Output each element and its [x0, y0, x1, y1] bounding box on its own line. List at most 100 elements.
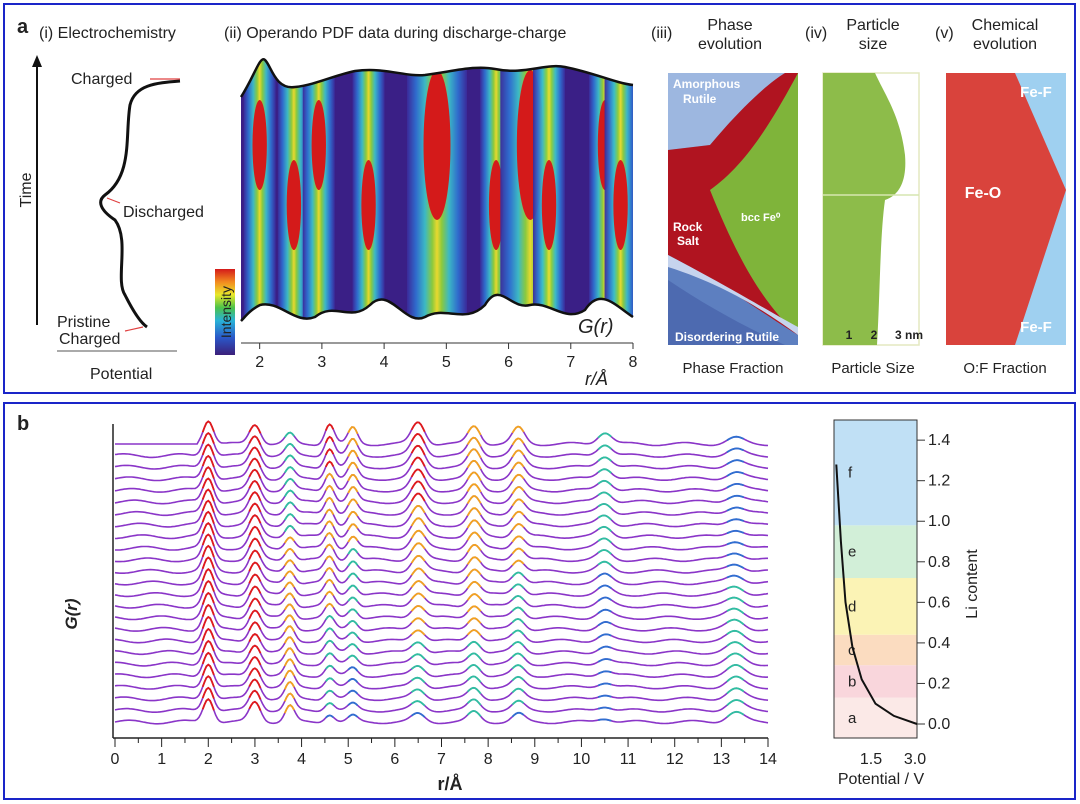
pdf-peak-cap — [511, 498, 525, 507]
pdf-peak-cap — [201, 431, 215, 444]
particle-tick-2: 2 — [871, 328, 878, 342]
pdf-peak-cap — [466, 698, 482, 706]
li-tick-label: 1.4 — [928, 432, 950, 449]
pdf-peak-cap — [726, 699, 745, 706]
pdf-curve — [114, 686, 769, 713]
pdf-peak-cap — [726, 652, 745, 659]
pdf-curve — [114, 499, 769, 528]
pdf-peak-cap — [248, 700, 262, 711]
pdf-peak-cap — [201, 615, 215, 629]
pdf-peak-cap — [347, 666, 359, 672]
pdf-peak-cap — [597, 537, 612, 544]
discharged-pointer — [106, 197, 121, 204]
pdf-peak-cap — [347, 572, 359, 579]
pdf-peak-cap — [726, 435, 745, 442]
phase-label-disordering: Disordering Rutile — [675, 330, 779, 344]
pdf-peak-cap — [325, 652, 334, 658]
pdf-peak-cap — [201, 591, 215, 605]
pdf-curve — [114, 603, 769, 632]
pdf-peak-cap — [248, 621, 262, 631]
chemical-fraction-plot — [946, 73, 1066, 345]
pdf-peak-cap — [248, 655, 262, 666]
pdf-peak-cap — [248, 479, 262, 491]
phase-caption: Phase Fraction — [683, 360, 784, 377]
pdf-curve — [114, 663, 768, 690]
pdf-peak-cap — [325, 602, 335, 608]
pdf-peak-cap — [325, 614, 334, 621]
pdf-peak-cap — [347, 510, 359, 519]
phase-label-rock: Rock — [673, 220, 703, 234]
pdf-peak-cap — [726, 541, 745, 546]
time-arrow-icon — [32, 55, 42, 67]
pdf-peak-cap — [284, 581, 295, 589]
pdf-peak-cap — [466, 483, 482, 493]
electrochem-title: (i) Electrochemistry — [39, 25, 176, 42]
pdf-peak-cap — [726, 552, 745, 558]
r-tick-label: 11 — [620, 751, 637, 768]
pdf-tick-label: 2 — [255, 354, 264, 371]
pdf-peak-cap — [284, 647, 295, 655]
particle-caption: Particle Size — [831, 360, 914, 377]
pdf-peak-cap — [410, 554, 426, 564]
r-tick-label: 14 — [759, 751, 777, 768]
pdf-peak-cap — [410, 504, 426, 514]
pdf-peak-cap — [248, 597, 262, 608]
pdf-peak-cap — [511, 571, 525, 578]
pdf-peak-cap — [726, 494, 744, 501]
pdf-peak-cap — [511, 547, 525, 555]
li-frame — [833, 419, 918, 739]
pdf-peak-cap — [201, 443, 215, 456]
pdf-peak-cap — [325, 578, 335, 585]
pdf-peak-cap — [347, 701, 359, 706]
r-tick-label: 10 — [573, 751, 591, 768]
pdf-peak-cap — [726, 506, 744, 512]
pdf-peak-cap — [726, 675, 745, 683]
panel-a-figure: a (i) Electrochemistry Time Charged Disc… — [17, 16, 1066, 389]
pdf-peak-cap — [284, 636, 295, 644]
pdf-peak-cap — [726, 563, 745, 569]
pdf-peak-cap — [284, 524, 295, 533]
potential-axis-label: Potential / V — [838, 771, 925, 788]
pdf-peak-cap — [466, 629, 482, 636]
pdf-peak-cap — [466, 663, 482, 672]
phase-title-num: (iii) — [651, 25, 672, 42]
pdf-peak-cap — [597, 549, 612, 555]
pdf-peak-cap — [410, 492, 426, 502]
pdf-peak-cap — [248, 514, 262, 524]
pdf-peak-cap — [726, 641, 745, 648]
panel-b-letter: b — [17, 413, 29, 435]
pdf-peak-cap — [201, 639, 215, 653]
li-region-label: d — [848, 598, 856, 615]
pdf-peak-cap — [201, 651, 215, 665]
r-tick-label: 0 — [111, 751, 120, 768]
pdf-peak-cap — [466, 459, 482, 470]
pdf-peak-cap — [466, 617, 482, 624]
pdf-peak-cap — [201, 675, 215, 688]
pdf-peak-cap — [347, 426, 359, 435]
pdf-peak-cap — [248, 502, 262, 513]
pdf-stack-curves — [114, 420, 769, 725]
pdf-curve — [114, 510, 769, 540]
li-region-band — [834, 665, 917, 698]
pdf-peak-cap — [325, 627, 334, 633]
pdf-peak-cap — [284, 466, 295, 474]
pdf-peak-cap — [726, 518, 744, 523]
pdf-peak-cap — [347, 437, 359, 446]
r-tick-label: 12 — [666, 751, 684, 768]
pdf-peak-cap — [466, 556, 482, 565]
panel-a: a (i) Electrochemistry Time Charged Disc… — [3, 3, 1076, 394]
pdf-peak-cap — [598, 718, 612, 722]
li-region-label: a — [848, 710, 857, 727]
li-tick-label: 0.2 — [928, 675, 950, 692]
pdf-peak-cap — [283, 680, 295, 690]
pdf-peak-cap — [410, 517, 426, 527]
pdf-peak-cap — [248, 468, 262, 479]
pdf-peak-cap — [511, 664, 525, 670]
pdf-peak-cap — [726, 483, 744, 489]
pdf-peak-cap — [726, 629, 745, 637]
pdf-hot-spot — [311, 100, 326, 190]
pdf-peak-cap — [201, 510, 215, 524]
pdf-peak-cap — [248, 573, 262, 584]
pdf-peak-cap — [325, 531, 335, 539]
pdf-peak-cap — [284, 431, 295, 438]
